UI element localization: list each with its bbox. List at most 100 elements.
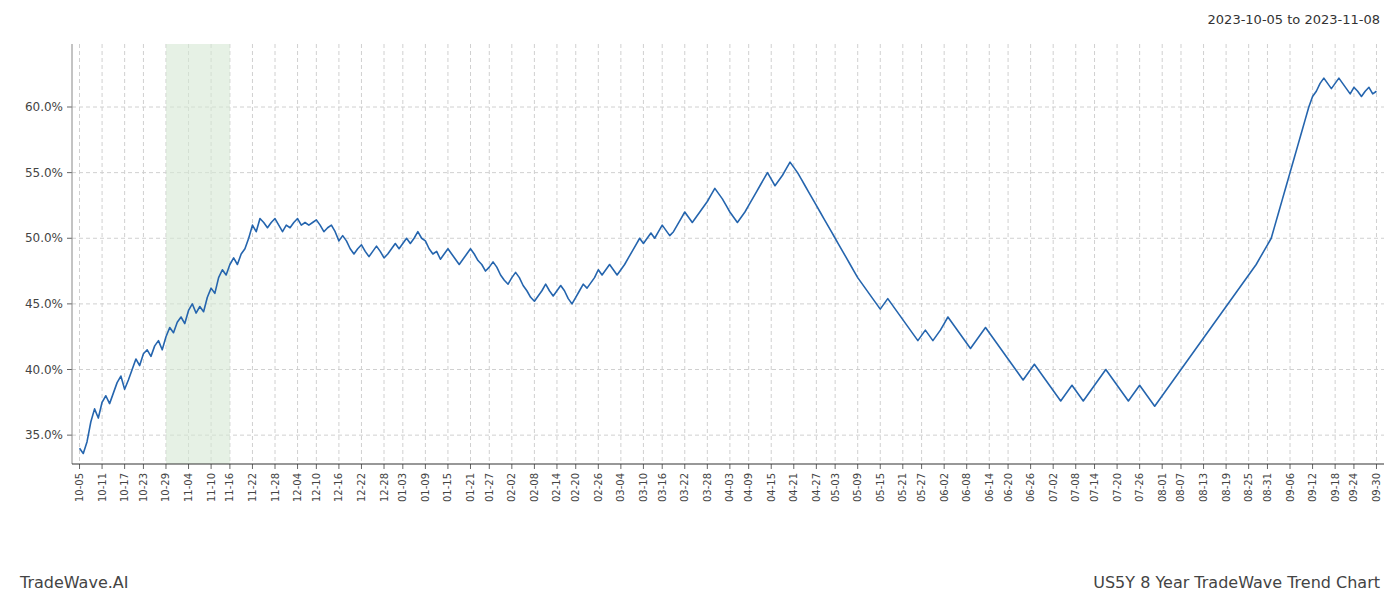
x-tick-label: 09-24 bbox=[1348, 473, 1359, 502]
x-tick bbox=[793, 464, 794, 469]
x-tick-label: 04-27 bbox=[811, 473, 822, 502]
x-tick-label: 10-05 bbox=[74, 473, 85, 502]
x-grid-line bbox=[338, 44, 339, 464]
x-tick-label: 03-28 bbox=[702, 473, 713, 502]
x-tick bbox=[1139, 464, 1140, 469]
x-grid-line bbox=[729, 44, 730, 464]
x-tick bbox=[188, 464, 189, 469]
x-grid-line bbox=[835, 44, 836, 464]
x-grid-line bbox=[966, 44, 967, 464]
title: US5Y 8 Year TradeWave Trend Chart bbox=[1093, 573, 1380, 592]
x-grid-line bbox=[748, 44, 749, 464]
x-tick bbox=[361, 464, 362, 469]
x-grid-line bbox=[425, 44, 426, 464]
x-tick-label: 05-15 bbox=[875, 473, 886, 502]
x-tick-label: 07-14 bbox=[1089, 473, 1100, 502]
x-tick bbox=[102, 464, 103, 469]
y-grid-line bbox=[72, 303, 1384, 304]
x-tick bbox=[835, 464, 836, 469]
x-tick bbox=[575, 464, 576, 469]
x-tick-label: 08-25 bbox=[1243, 473, 1254, 502]
x-tick-label: 09-30 bbox=[1371, 473, 1382, 502]
x-grid-line bbox=[857, 44, 858, 464]
chart-container: 35.0%40.0%45.0%50.0%55.0%60.0%10-0510-11… bbox=[0, 0, 1400, 600]
x-grid-line bbox=[1267, 44, 1268, 464]
x-grid-line bbox=[1353, 44, 1354, 464]
x-tick bbox=[165, 464, 166, 469]
x-tick-label: 06-20 bbox=[1003, 473, 1014, 502]
x-tick bbox=[425, 464, 426, 469]
x-grid-line bbox=[1117, 44, 1118, 464]
x-tick-label: 12-10 bbox=[311, 473, 322, 502]
y-tick bbox=[67, 107, 72, 108]
x-grid-line bbox=[1290, 44, 1291, 464]
y-grid-line bbox=[72, 238, 1384, 239]
x-tick bbox=[944, 464, 945, 469]
x-grid-line bbox=[793, 44, 794, 464]
x-tick-label: 06-26 bbox=[1025, 473, 1036, 502]
x-grid-line bbox=[402, 44, 403, 464]
x-grid-line bbox=[620, 44, 621, 464]
x-tick-label: 11-28 bbox=[270, 473, 281, 502]
x-tick bbox=[511, 464, 512, 469]
x-tick bbox=[816, 464, 817, 469]
x-tick-label: 09-12 bbox=[1307, 473, 1318, 502]
plot-area bbox=[80, 44, 1377, 464]
x-tick bbox=[902, 464, 903, 469]
x-tick bbox=[316, 464, 317, 469]
x-grid-line bbox=[643, 44, 644, 464]
subtitle: 2023-10-05 to 2023-11-08 bbox=[1208, 12, 1380, 27]
x-tick bbox=[1030, 464, 1031, 469]
x-tick bbox=[707, 464, 708, 469]
x-grid-line bbox=[575, 44, 576, 464]
x-grid-line bbox=[275, 44, 276, 464]
x-grid-line bbox=[1139, 44, 1140, 464]
x-tick bbox=[1075, 464, 1076, 469]
x-tick-label: 01-27 bbox=[484, 473, 495, 502]
x-tick bbox=[921, 464, 922, 469]
x-tick bbox=[1094, 464, 1095, 469]
y-axis-line bbox=[72, 44, 73, 464]
x-tick-label: 08-07 bbox=[1175, 473, 1186, 502]
x-tick-label: 10-29 bbox=[160, 473, 171, 502]
x-tick-label: 04-03 bbox=[724, 473, 735, 502]
x-grid-line bbox=[771, 44, 772, 464]
chart-svg: 35.0%40.0%45.0%50.0%55.0%60.0%10-0510-11… bbox=[0, 0, 1400, 600]
x-tick bbox=[338, 464, 339, 469]
x-grid-line bbox=[1162, 44, 1163, 464]
x-grid-line bbox=[1376, 44, 1377, 464]
x-grid-line bbox=[384, 44, 385, 464]
x-grid-line bbox=[143, 44, 144, 464]
x-tick bbox=[470, 464, 471, 469]
x-tick bbox=[1203, 464, 1204, 469]
x-axis-line bbox=[72, 463, 1384, 464]
x-tick-label: 10-23 bbox=[138, 473, 149, 502]
x-grid-line bbox=[816, 44, 817, 464]
x-tick bbox=[1117, 464, 1118, 469]
x-tick-label: 10-17 bbox=[119, 473, 130, 502]
x-tick-label: 12-04 bbox=[292, 473, 303, 502]
y-tick bbox=[67, 172, 72, 173]
x-tick bbox=[771, 464, 772, 469]
x-tick bbox=[252, 464, 253, 469]
y-tick bbox=[67, 369, 72, 370]
x-tick bbox=[297, 464, 298, 469]
y-tick bbox=[67, 303, 72, 304]
x-tick-label: 05-21 bbox=[897, 473, 908, 502]
x-tick-label: 03-10 bbox=[638, 473, 649, 502]
y-grid-line bbox=[72, 107, 1384, 108]
x-grid-line bbox=[1180, 44, 1181, 464]
x-tick-label: 06-14 bbox=[984, 473, 995, 502]
x-tick-label: 04-21 bbox=[788, 473, 799, 502]
x-tick bbox=[124, 464, 125, 469]
x-tick-label: 06-02 bbox=[939, 473, 950, 502]
x-tick bbox=[620, 464, 621, 469]
x-tick-label: 01-03 bbox=[397, 473, 408, 502]
x-tick bbox=[1312, 464, 1313, 469]
x-grid-line bbox=[707, 44, 708, 464]
x-tick-label: 07-08 bbox=[1070, 473, 1081, 502]
x-grid-line bbox=[489, 44, 490, 464]
x-grid-line bbox=[316, 44, 317, 464]
x-grid-line bbox=[252, 44, 253, 464]
x-tick-label: 07-26 bbox=[1134, 473, 1145, 502]
